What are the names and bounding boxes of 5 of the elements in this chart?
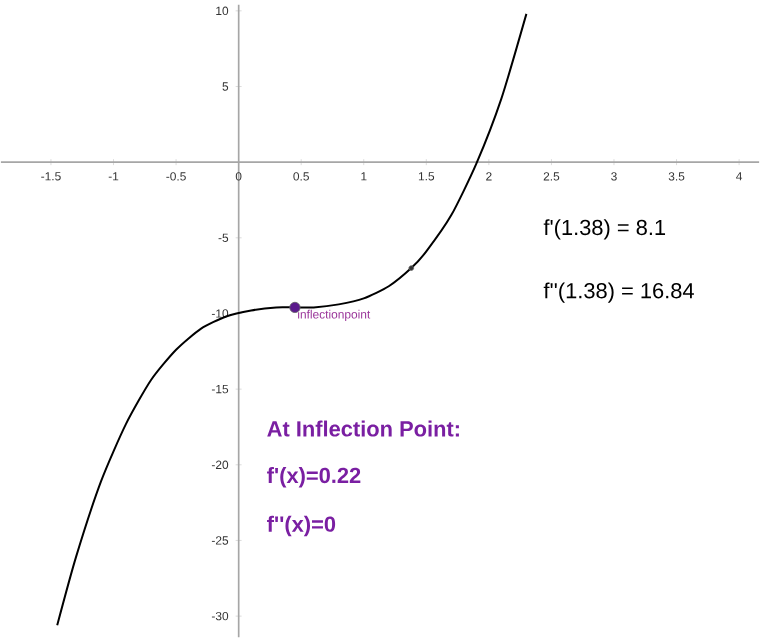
annotation: f'(1.38) = 8.1: [543, 219, 666, 240]
annotation: f''(x)=0: [267, 515, 336, 537]
annotation: f''(1.38) = 16.84: [543, 282, 694, 303]
annotation: At Inflection Point:: [267, 420, 459, 437]
annotation: f'(x)=0.22: [267, 466, 361, 488]
